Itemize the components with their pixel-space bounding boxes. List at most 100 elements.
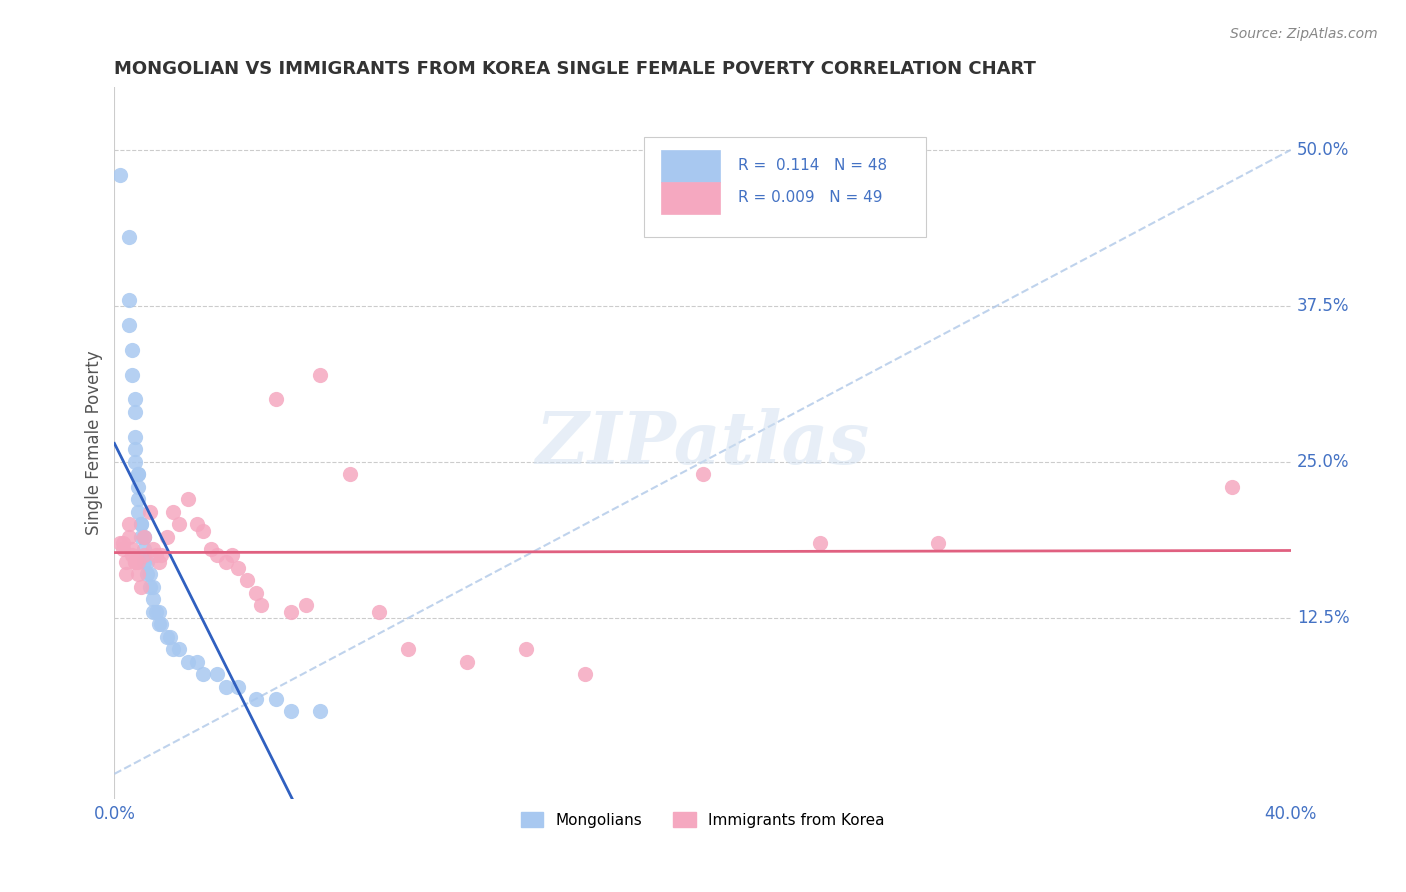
Point [142,542,165,557]
Point [132,530,155,544]
Point [145,549,167,563]
Point [112,536,135,550]
Point [138,580,160,594]
Point [280,705,302,719]
Point [574,667,596,681]
Point [245,586,267,600]
Point [145,605,167,619]
Text: R = 0.009   N = 49: R = 0.009 N = 49 [738,190,883,205]
Text: 50.0%: 50.0% [1296,141,1348,159]
Point [339,467,361,482]
Point [115,567,138,582]
Point [264,392,287,407]
Point [264,692,287,706]
Point [110,536,132,550]
FancyBboxPatch shape [661,182,720,214]
Text: 0.0%: 0.0% [93,805,135,823]
Point [167,642,190,657]
Point [150,617,173,632]
Point [121,343,143,357]
Point [309,705,332,719]
Point [142,605,165,619]
Point [118,318,141,332]
Text: MONGOLIAN VS IMMIGRANTS FROM KOREA SINGLE FEMALE POVERTY CORRELATION CHART: MONGOLIAN VS IMMIGRANTS FROM KOREA SINGL… [114,60,1036,78]
Point [124,455,146,469]
Text: R =  0.114   N = 48: R = 0.114 N = 48 [738,158,887,173]
Point [150,549,173,563]
Point [132,530,155,544]
Point [167,517,190,532]
Point [1220,480,1243,494]
Point [245,692,267,706]
Point [235,574,257,588]
Point [148,555,170,569]
Point [118,230,141,244]
Point [118,530,141,544]
Text: ZIPatlas: ZIPatlas [536,408,870,479]
Point [250,599,273,613]
Point [121,549,143,563]
Y-axis label: Single Female Poverty: Single Female Poverty [86,351,103,535]
Point [207,667,229,681]
Point [129,530,152,544]
FancyBboxPatch shape [644,137,927,237]
Point [124,555,146,569]
Point [132,542,155,557]
Point [124,442,146,457]
Point [294,599,316,613]
Point [186,655,208,669]
Point [226,561,249,575]
Point [456,655,478,669]
Point [132,549,155,563]
Text: 37.5%: 37.5% [1296,297,1350,315]
Point [515,642,537,657]
Point [132,555,155,569]
Point [127,555,149,569]
Point [808,536,831,550]
Point [215,680,238,694]
Point [132,530,155,544]
Point [927,536,949,550]
Point [309,368,332,382]
Text: 25.0%: 25.0% [1296,453,1350,471]
Point [129,517,152,532]
Point [221,549,243,563]
Point [118,293,141,307]
Point [121,368,143,382]
Point [368,605,391,619]
Point [200,542,222,557]
Point [118,517,141,532]
Point [138,505,160,519]
Point [215,555,238,569]
Point [156,530,179,544]
Text: Source: ZipAtlas.com: Source: ZipAtlas.com [1230,27,1378,41]
Point [191,524,214,538]
Point [186,517,208,532]
Point [129,517,152,532]
Point [124,430,146,444]
Point [207,549,229,563]
Text: 40.0%: 40.0% [1264,805,1317,823]
Point [127,467,149,482]
Point [124,405,146,419]
FancyBboxPatch shape [661,150,720,182]
Point [142,580,165,594]
Point [121,542,143,557]
Point [127,567,149,582]
Point [124,392,146,407]
Point [135,567,157,582]
Point [115,555,138,569]
Point [112,542,135,557]
Point [177,655,200,669]
Point [191,667,214,681]
Point [159,630,181,644]
Point [162,505,184,519]
Point [127,480,149,494]
Point [398,642,420,657]
Point [135,555,157,569]
Point [124,555,146,569]
Point [127,467,149,482]
Point [138,567,160,582]
Point [129,580,152,594]
Point [127,505,149,519]
